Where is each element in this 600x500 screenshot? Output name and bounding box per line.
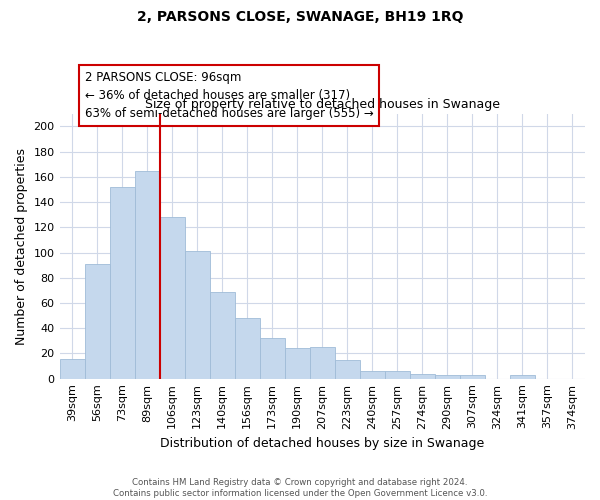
Bar [435,375,460,378]
Title: Size of property relative to detached houses in Swanage: Size of property relative to detached ho… [145,98,500,112]
Bar [185,252,209,378]
Bar [285,348,310,378]
Bar [59,358,85,378]
Text: 2, PARSONS CLOSE, SWANAGE, BH19 1RQ: 2, PARSONS CLOSE, SWANAGE, BH19 1RQ [137,10,463,24]
Bar [335,360,360,378]
Bar [460,375,485,378]
Bar [510,375,535,378]
X-axis label: Distribution of detached houses by size in Swanage: Distribution of detached houses by size … [160,437,484,450]
Bar [310,347,335,378]
Bar [110,187,134,378]
Bar [160,217,185,378]
Text: 2 PARSONS CLOSE: 96sqm
← 36% of detached houses are smaller (317)
63% of semi-de: 2 PARSONS CLOSE: 96sqm ← 36% of detached… [85,71,373,120]
Bar [410,374,435,378]
Bar [235,318,260,378]
Bar [209,292,235,378]
Bar [85,264,110,378]
Bar [360,371,385,378]
Bar [385,371,410,378]
Text: Contains HM Land Registry data © Crown copyright and database right 2024.
Contai: Contains HM Land Registry data © Crown c… [113,478,487,498]
Y-axis label: Number of detached properties: Number of detached properties [15,148,28,345]
Bar [260,338,285,378]
Bar [134,170,160,378]
